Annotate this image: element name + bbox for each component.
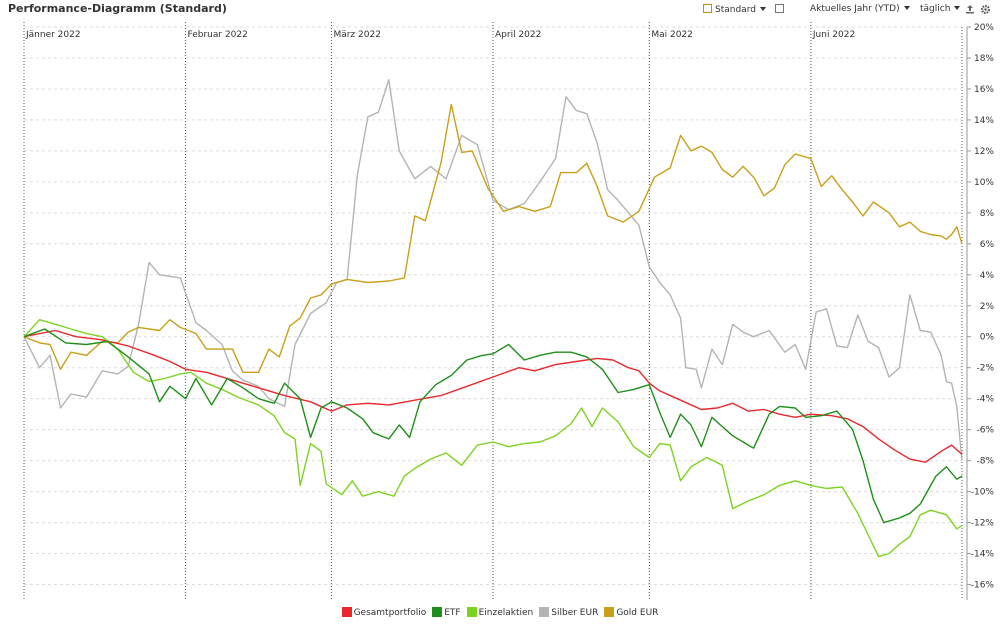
y-tick-label: -12% bbox=[971, 519, 995, 529]
chevron-down-icon bbox=[759, 7, 766, 11]
series-line-einzelaktien bbox=[23, 319, 963, 558]
legend-swatch bbox=[466, 607, 477, 617]
y-tick-label: -16% bbox=[971, 581, 995, 591]
series-line-silber-eur bbox=[23, 78, 963, 461]
month-label: März 2022 bbox=[333, 30, 380, 40]
series-lines bbox=[23, 78, 963, 558]
legend-label: Gesamtportfolio bbox=[353, 608, 427, 618]
y-tick-label: -8% bbox=[976, 457, 994, 467]
y-tick-label: -2% bbox=[976, 364, 994, 374]
legend-swatch bbox=[341, 607, 352, 617]
legend-label: Silber EUR bbox=[551, 608, 599, 618]
y-tick-label: 2% bbox=[980, 302, 995, 312]
y-tick-label: -4% bbox=[976, 395, 994, 405]
y-tick-label: 16% bbox=[974, 85, 994, 95]
view-label: Standard bbox=[715, 5, 756, 15]
view-color-icon bbox=[703, 4, 712, 13]
chart-controls: Standard Aktuelles Jahr (YTD) täglich bbox=[0, 4, 994, 18]
legend-item[interactable]: Gold EUR bbox=[604, 607, 658, 618]
month-markers: Jänner 2022 Februar 2022 März 2022 April 20… bbox=[23, 22, 855, 600]
legend-swatch bbox=[539, 607, 550, 617]
y-tick-label: 18% bbox=[974, 54, 994, 64]
legend-swatch bbox=[604, 607, 615, 617]
y-axis: 20% 18% 16% 14% 12% 10% 8% 6% 4% 2% 0% -2% -4% -6% -8%… bbox=[961, 23, 995, 600]
chevron-down-icon bbox=[954, 6, 961, 10]
y-tick-label: -10% bbox=[971, 488, 995, 498]
gear-icon[interactable] bbox=[980, 4, 991, 18]
month-label: Juni 2022 bbox=[812, 30, 855, 40]
y-tick-label: -6% bbox=[976, 426, 994, 436]
performance-chart: Jänner 2022 Februar 2022 März 2022 April 20… bbox=[23, 22, 995, 600]
grid-lines bbox=[24, 26, 962, 586]
y-tick-label: 6% bbox=[980, 240, 995, 250]
chart-title: Performance-Diagramm (Standard) bbox=[8, 2, 227, 15]
upload-icon[interactable] bbox=[965, 4, 975, 17]
month-label: Jänner 2022 bbox=[25, 30, 81, 40]
month-label: Mai 2022 bbox=[651, 30, 693, 40]
chevron-down-icon bbox=[903, 6, 910, 10]
legend-item[interactable]: Einzelaktien bbox=[466, 607, 534, 618]
period-label: Aktuelles Jahr (YTD) bbox=[810, 4, 900, 14]
y-tick-label: 10% bbox=[974, 178, 994, 188]
legend-label: Gold EUR bbox=[616, 608, 659, 618]
interval-label: täglich bbox=[920, 4, 951, 14]
y-tick-label: 4% bbox=[980, 271, 995, 281]
y-tick-label: -14% bbox=[971, 550, 995, 560]
month-label: Februar 2022 bbox=[188, 30, 248, 40]
series-line-gesamtportfolio bbox=[23, 329, 963, 463]
legend-item[interactable]: Gesamtportfolio bbox=[341, 607, 427, 618]
series-line-etf bbox=[23, 328, 963, 524]
interval-selector[interactable]: täglich bbox=[920, 4, 961, 14]
y-tick-label: 14% bbox=[974, 116, 994, 126]
y-tick-label: 12% bbox=[974, 147, 994, 157]
view-selector[interactable]: Standard bbox=[703, 4, 787, 15]
period-selector[interactable]: Aktuelles Jahr (YTD) bbox=[810, 4, 910, 14]
legend-item[interactable]: Silber EUR bbox=[539, 607, 598, 618]
series-line-gold-eur bbox=[23, 103, 963, 373]
y-tick-label: 20% bbox=[974, 23, 994, 33]
legend-item[interactable]: ETF bbox=[432, 607, 461, 618]
legend: Gesamtportfolio ETF Einzelaktien Silber EUR… bbox=[0, 607, 1000, 618]
legend-label: ETF bbox=[444, 608, 461, 618]
month-label: April 2022 bbox=[495, 30, 541, 40]
legend-label: Einzelaktien bbox=[478, 608, 534, 618]
y-tick-label: 8% bbox=[980, 209, 995, 219]
view-options-icon[interactable] bbox=[774, 4, 784, 13]
legend-swatch bbox=[432, 607, 443, 617]
y-tick-label: 0% bbox=[980, 333, 995, 343]
